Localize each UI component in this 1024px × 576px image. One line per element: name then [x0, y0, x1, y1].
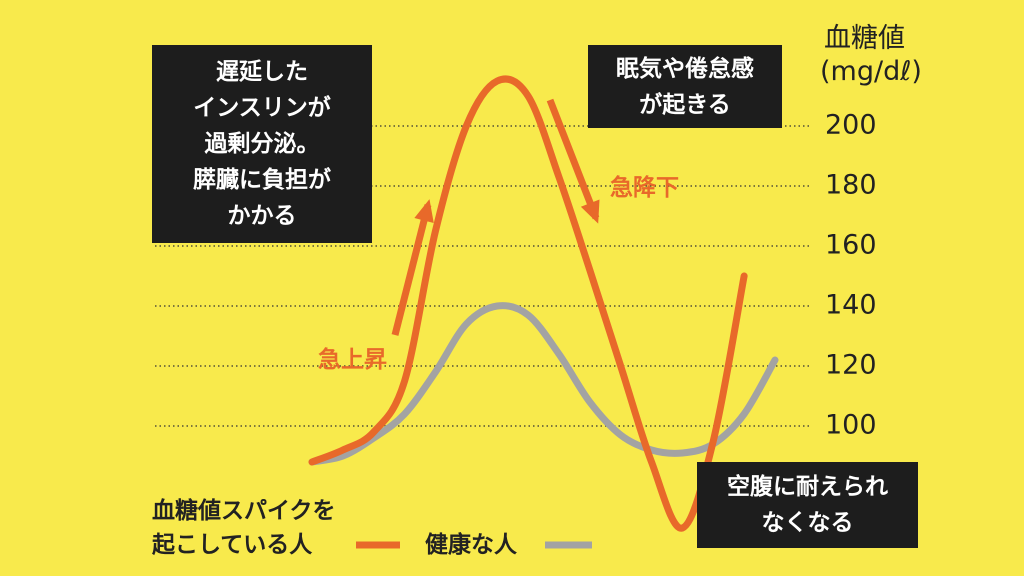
series-line — [308, 75, 748, 532]
y-axis-label: 血糖値 — [824, 23, 905, 54]
series-line — [308, 302, 779, 466]
y-tick-label: 200 — [825, 110, 877, 141]
annotation-box: 眠気や倦怠感 が起きる — [588, 45, 782, 128]
annotation-box: 遅延した インスリンが 過剰分泌。 膵臓に負担が かかる — [152, 45, 372, 243]
arrow — [391, 204, 432, 336]
arrow-head — [580, 199, 600, 224]
y-tick-label: 160 — [825, 230, 877, 261]
annotation: 急上昇 — [318, 347, 387, 373]
arrow — [546, 98, 600, 220]
legend-label: 血糖値スパイクを 起こしている人 — [152, 498, 336, 558]
annotation-box: 空腹に耐えられ なくなる — [697, 462, 918, 548]
arrow-head — [414, 199, 434, 223]
y-tick-label: 180 — [825, 170, 877, 201]
y-axis-unit: (mg/dℓ) — [820, 56, 922, 87]
annotation: 急降下 — [610, 175, 679, 201]
y-tick-label: 140 — [825, 290, 877, 321]
legend-label: 健康な人 — [425, 532, 517, 558]
y-tick-label: 100 — [825, 410, 877, 441]
y-tick-label: 120 — [825, 350, 877, 381]
